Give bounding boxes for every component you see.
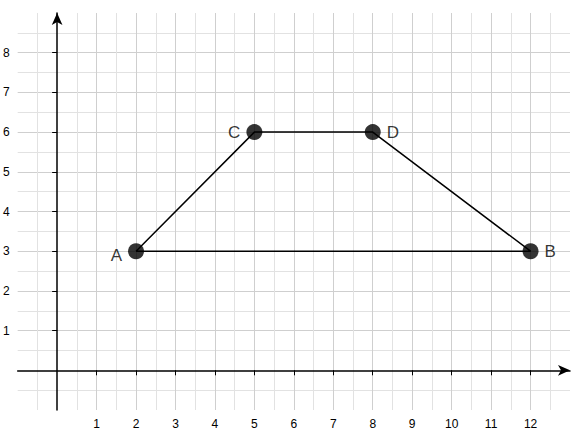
svg-text:C: C bbox=[228, 123, 240, 142]
svg-text:2: 2 bbox=[3, 284, 10, 298]
svg-text:6: 6 bbox=[290, 417, 297, 430]
svg-text:4: 4 bbox=[212, 417, 219, 430]
svg-text:7: 7 bbox=[330, 417, 337, 430]
svg-text:9: 9 bbox=[409, 417, 416, 430]
svg-text:6: 6 bbox=[3, 125, 10, 139]
svg-text:11: 11 bbox=[485, 417, 498, 430]
svg-text:1: 1 bbox=[93, 417, 100, 430]
svg-text:B: B bbox=[545, 242, 556, 261]
svg-text:5: 5 bbox=[251, 417, 258, 430]
svg-text:8: 8 bbox=[3, 46, 10, 60]
svg-text:10: 10 bbox=[445, 417, 459, 430]
svg-text:A: A bbox=[111, 246, 123, 265]
svg-text:4: 4 bbox=[3, 205, 10, 219]
svg-text:2: 2 bbox=[133, 417, 140, 430]
svg-text:3: 3 bbox=[172, 417, 179, 430]
svg-text:3: 3 bbox=[3, 244, 10, 258]
svg-text:7: 7 bbox=[3, 85, 10, 99]
svg-text:12: 12 bbox=[524, 417, 538, 430]
svg-text:5: 5 bbox=[3, 165, 10, 179]
svg-text:1: 1 bbox=[3, 324, 10, 338]
svg-text:D: D bbox=[387, 123, 399, 142]
svg-text:8: 8 bbox=[369, 417, 376, 430]
